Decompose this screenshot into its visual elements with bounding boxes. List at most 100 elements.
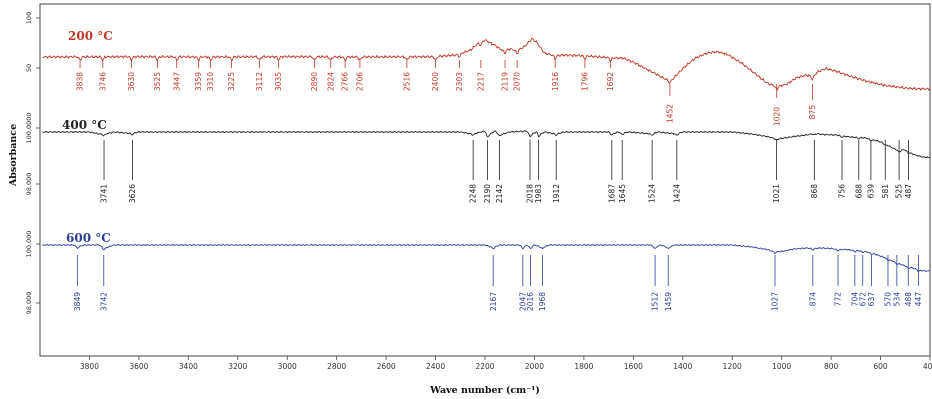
peak-label: 868 <box>810 184 819 199</box>
y-tick-label: 98,000 <box>25 173 33 196</box>
x-tick-label: 2600 <box>377 362 396 371</box>
series-trace <box>42 37 930 91</box>
x-axis-title: Wave number (cm⁻¹) <box>429 385 540 396</box>
x-tick-label: 1600 <box>624 362 643 371</box>
peak-label: 1687 <box>607 184 616 203</box>
peak-label: 2400 <box>431 72 440 91</box>
y-tick-label: 50 <box>25 64 33 72</box>
peak-label: 534 <box>892 292 901 307</box>
series-label: 600 °C <box>66 231 111 245</box>
x-tick-label: 3200 <box>228 362 247 371</box>
series-layer: 200 °C 100 50 3838 3746 3630 3525 3447 3359 3310 3… <box>25 12 930 315</box>
peak-label: 1452 <box>666 104 675 123</box>
peak-label: 2217 <box>476 72 485 91</box>
series-label: 400 °C <box>62 118 107 132</box>
peak-label: 874 <box>808 292 817 307</box>
peak-label: 3838 <box>76 72 85 91</box>
peak-label: 2890 <box>310 72 319 91</box>
series-label: 200 °C <box>68 29 113 43</box>
peak-label: 672 <box>858 292 867 307</box>
peak-label: 525 <box>895 184 904 199</box>
peak-label: 688 <box>854 184 863 199</box>
peak-label: 3741 <box>100 184 109 203</box>
x-axis: 3800 3600 3400 3200 3000 2800 2600 2400 2200 2000… <box>80 356 932 371</box>
peak-label: 2516 <box>402 72 411 91</box>
peak-label: 756 <box>838 184 847 199</box>
x-tick-label: 3000 <box>278 362 297 371</box>
y-tick-label: 98,000 <box>25 292 33 315</box>
peak-label: 1912 <box>552 184 561 203</box>
peak-label: 2119 <box>501 72 510 91</box>
x-tick-label: 2800 <box>327 362 346 371</box>
peak-label: 1424 <box>672 184 681 203</box>
peak-label: 1459 <box>664 292 673 311</box>
peak-label: 3626 <box>128 184 137 203</box>
peak-label: 2766 <box>341 72 350 91</box>
peak-label: 581 <box>881 184 890 199</box>
peak-label: 3112 <box>255 72 264 91</box>
peak-label: 1524 <box>648 184 657 203</box>
peak-label: 2824 <box>326 72 335 91</box>
peak-label: 1020 <box>772 107 781 126</box>
peak-label: 447 <box>914 292 923 307</box>
peak-label: 3849 <box>73 292 82 311</box>
peak-label: 875 <box>808 105 817 120</box>
x-tick-label: 400 <box>923 362 932 371</box>
x-tick-label: 800 <box>824 362 839 371</box>
peak-label: 2018 <box>526 184 535 203</box>
y-axis-title: Absorbance <box>8 124 19 187</box>
series-1: 400 °C 100,0000 98,000 3741 3626 2248 2190 2142… <box>25 112 930 203</box>
series-trace <box>42 243 930 273</box>
peak-label: 3746 <box>98 72 107 91</box>
peak-label: 1512 <box>651 292 660 311</box>
peak-label: 1796 <box>580 72 589 91</box>
y-tick-label: 100,0000 <box>25 112 33 143</box>
peak-label: 772 <box>834 292 843 307</box>
x-tick-label: 1800 <box>574 362 593 371</box>
x-tick-label: 2000 <box>525 362 544 371</box>
x-tick-label: 2200 <box>475 362 494 371</box>
peak-label: 3630 <box>127 72 136 91</box>
series-trace <box>42 130 930 159</box>
peak-label: 2070 <box>513 72 522 91</box>
peak-label: 1968 <box>538 292 547 311</box>
series-0: 200 °C 100 50 3838 3746 3630 3525 3447 3359 3310 3… <box>25 12 930 126</box>
peak-label: 2047 <box>518 292 527 311</box>
peak-label: 3310 <box>206 72 215 91</box>
x-tick-label: 1400 <box>673 362 692 371</box>
peak-label: 639 <box>867 184 876 199</box>
peak-label: 1021 <box>772 184 781 203</box>
peak-label: 488 <box>904 292 913 307</box>
peak-label: 2016 <box>526 292 535 311</box>
peak-label: 3525 <box>153 72 162 91</box>
peak-label: 3225 <box>227 72 236 91</box>
peak-label: 2167 <box>489 292 498 311</box>
peak-label: 3447 <box>172 72 181 91</box>
x-tick-label: 3400 <box>179 362 198 371</box>
peak-label: 2248 <box>469 184 478 203</box>
peak-label: 1916 <box>551 72 560 91</box>
peak-label: 1983 <box>534 184 543 203</box>
peak-label: 637 <box>867 292 876 307</box>
x-tick-label: 1200 <box>723 362 742 371</box>
peak-label: 2190 <box>483 184 492 203</box>
peak-label: 2142 <box>495 184 504 203</box>
peak-label: 1645 <box>618 184 627 203</box>
peak-label: 2706 <box>356 72 365 91</box>
x-tick-label: 1000 <box>772 362 791 371</box>
x-tick-label: 2400 <box>426 362 445 371</box>
peak-label: 1027 <box>771 292 780 311</box>
y-tick-label: 100,000 <box>25 231 33 258</box>
peak-label: 3035 <box>274 72 283 91</box>
peak-label: 3742 <box>99 292 108 311</box>
peak-label: 3359 <box>194 72 203 91</box>
peak-label: 2303 <box>455 72 464 91</box>
peak-label: 1692 <box>606 72 615 91</box>
y-tick-label: 100 <box>25 12 33 24</box>
peak-label: 570 <box>884 292 893 307</box>
peak-label: 704 <box>850 292 859 307</box>
plot-frame <box>39 3 931 357</box>
x-tick-label: 3800 <box>80 362 99 371</box>
